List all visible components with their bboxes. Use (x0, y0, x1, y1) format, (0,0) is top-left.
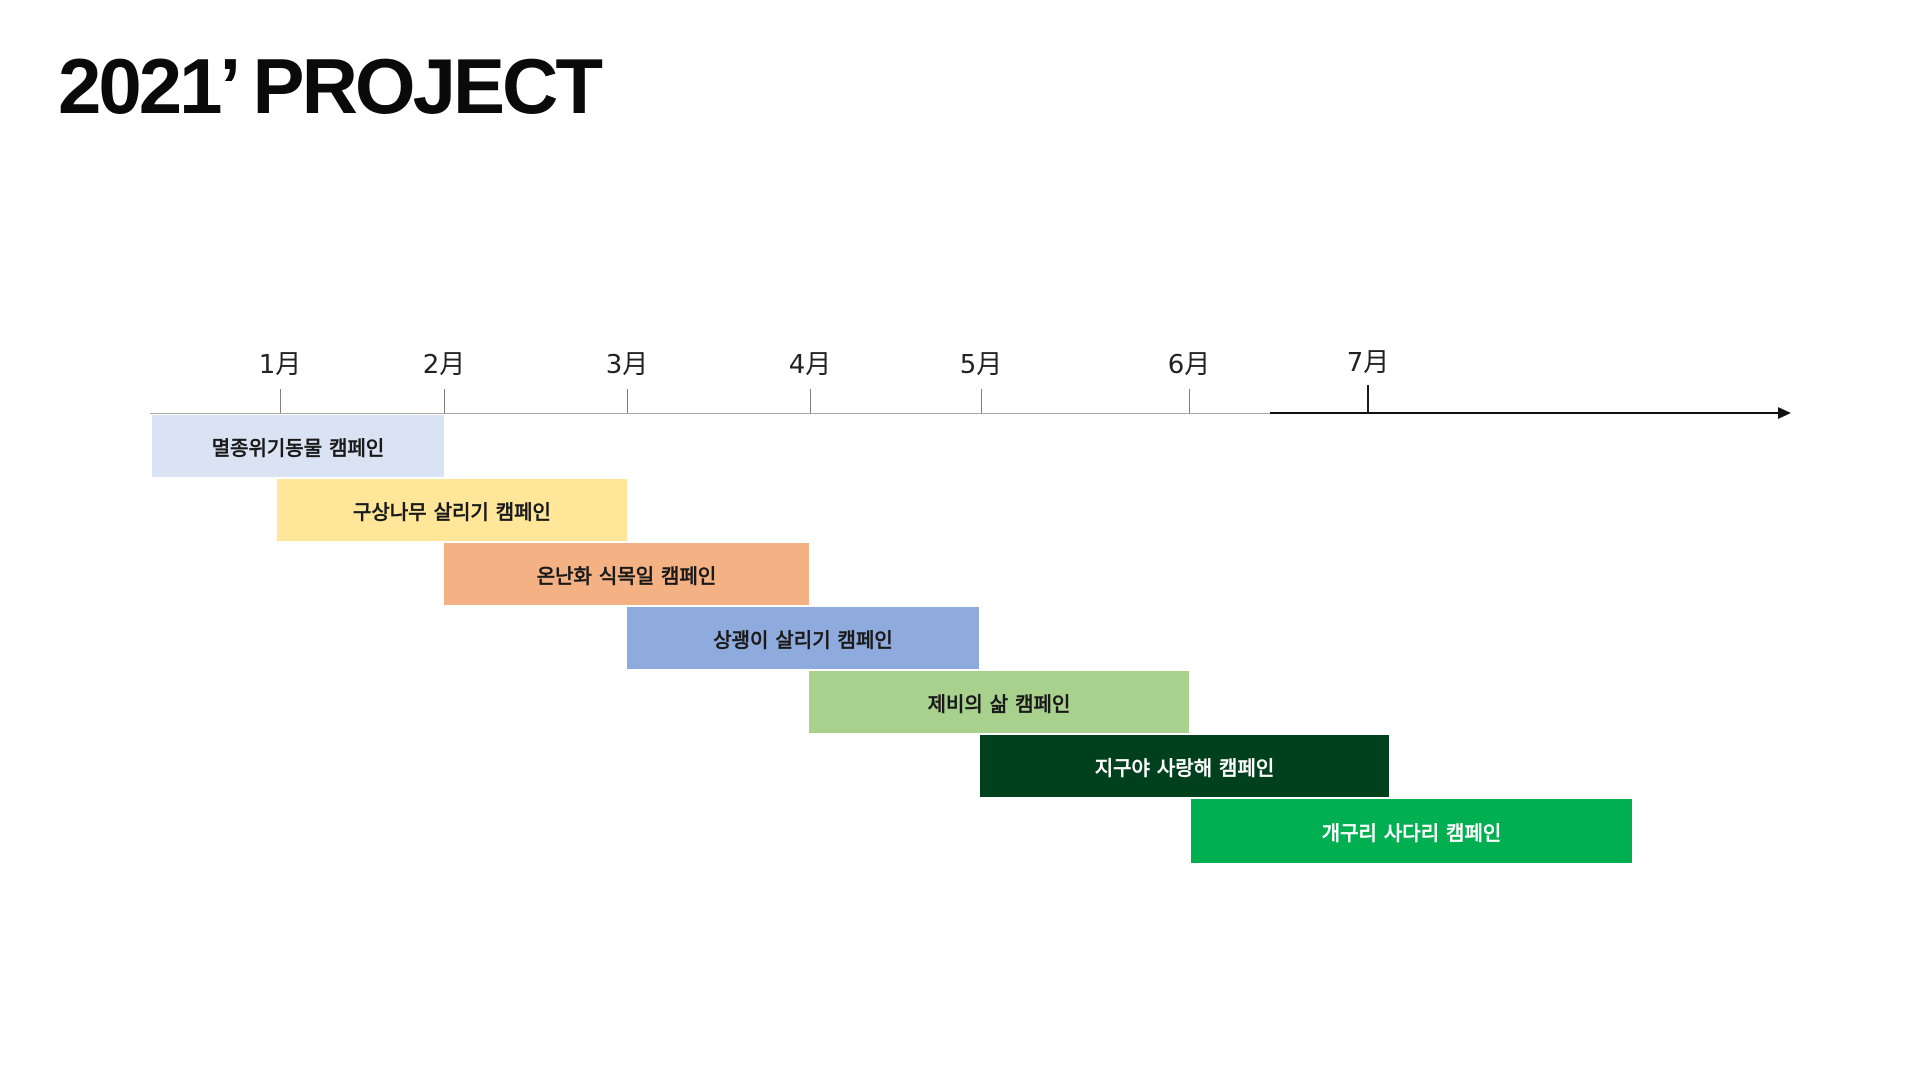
month-label: 3月 (605, 350, 649, 380)
campaign-label: 상괭이 살리기 캠페인 (713, 627, 893, 652)
campaign-label: 온난화 식목일 캠페인 (536, 563, 717, 588)
timeline-axis (150, 413, 1270, 414)
campaign-label: 멸종위기동물 캠페인 (211, 435, 385, 460)
month-tick (444, 389, 445, 413)
campaign-label: 개구리 사다리 캠페인 (1321, 820, 1502, 845)
month-label: 6月 (1167, 350, 1211, 380)
campaign-bar: 멸종위기동물 캠페인 (152, 415, 444, 477)
campaign-bar: 상괭이 살리기 캠페인 (627, 607, 979, 669)
month-label: 4月 (788, 350, 832, 380)
campaign-bar: 개구리 사다리 캠페인 (1191, 799, 1632, 863)
month-label: 1月 (258, 350, 302, 380)
month-tick (981, 389, 982, 413)
month-tick (627, 389, 628, 413)
month-label: 7月 (1346, 348, 1390, 378)
campaign-bar: 구상나무 살리기 캠페인 (277, 479, 627, 541)
campaign-label: 지구야 사랑해 캠페인 (1094, 755, 1275, 780)
campaign-bar: 온난화 식목일 캠페인 (444, 543, 809, 605)
page-title: 2021’ PROJECT (58, 42, 603, 130)
month-label: 2月 (422, 350, 466, 380)
month-label: 5月 (959, 350, 1003, 380)
month-tick (280, 389, 281, 413)
campaign-bar: 제비의 삶 캠페인 (809, 671, 1189, 733)
month-tick (1189, 389, 1190, 413)
month-tick (1367, 385, 1369, 413)
timeline-arrow-line (1270, 412, 1780, 414)
campaign-label: 구상나무 살리기 캠페인 (353, 499, 551, 524)
campaign-label: 제비의 삶 캠페인 (927, 691, 1071, 716)
month-tick (810, 389, 811, 413)
campaign-bar: 지구야 사랑해 캠페인 (980, 735, 1389, 797)
arrow-head-icon (1778, 407, 1791, 419)
